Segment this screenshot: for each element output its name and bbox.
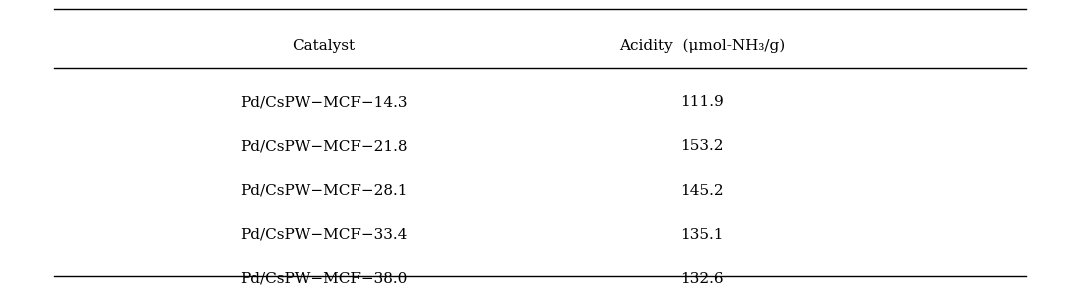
Text: Catalyst: Catalyst <box>293 38 355 53</box>
Text: 111.9: 111.9 <box>680 95 724 109</box>
Text: Pd/CsPW−MCF−28.1: Pd/CsPW−MCF−28.1 <box>240 184 408 197</box>
Text: Acidity  (μmol-NH₃/g): Acidity (μmol-NH₃/g) <box>619 38 785 53</box>
Text: Pd/CsPW−MCF−38.0: Pd/CsPW−MCF−38.0 <box>241 272 407 286</box>
Text: 132.6: 132.6 <box>680 272 724 286</box>
Text: 135.1: 135.1 <box>680 228 724 242</box>
Text: Pd/CsPW−MCF−33.4: Pd/CsPW−MCF−33.4 <box>241 228 407 242</box>
Text: Pd/CsPW−MCF−21.8: Pd/CsPW−MCF−21.8 <box>240 139 408 154</box>
Text: 145.2: 145.2 <box>680 184 724 197</box>
Text: 153.2: 153.2 <box>680 139 724 154</box>
Text: Pd/CsPW−MCF−14.3: Pd/CsPW−MCF−14.3 <box>240 95 408 109</box>
